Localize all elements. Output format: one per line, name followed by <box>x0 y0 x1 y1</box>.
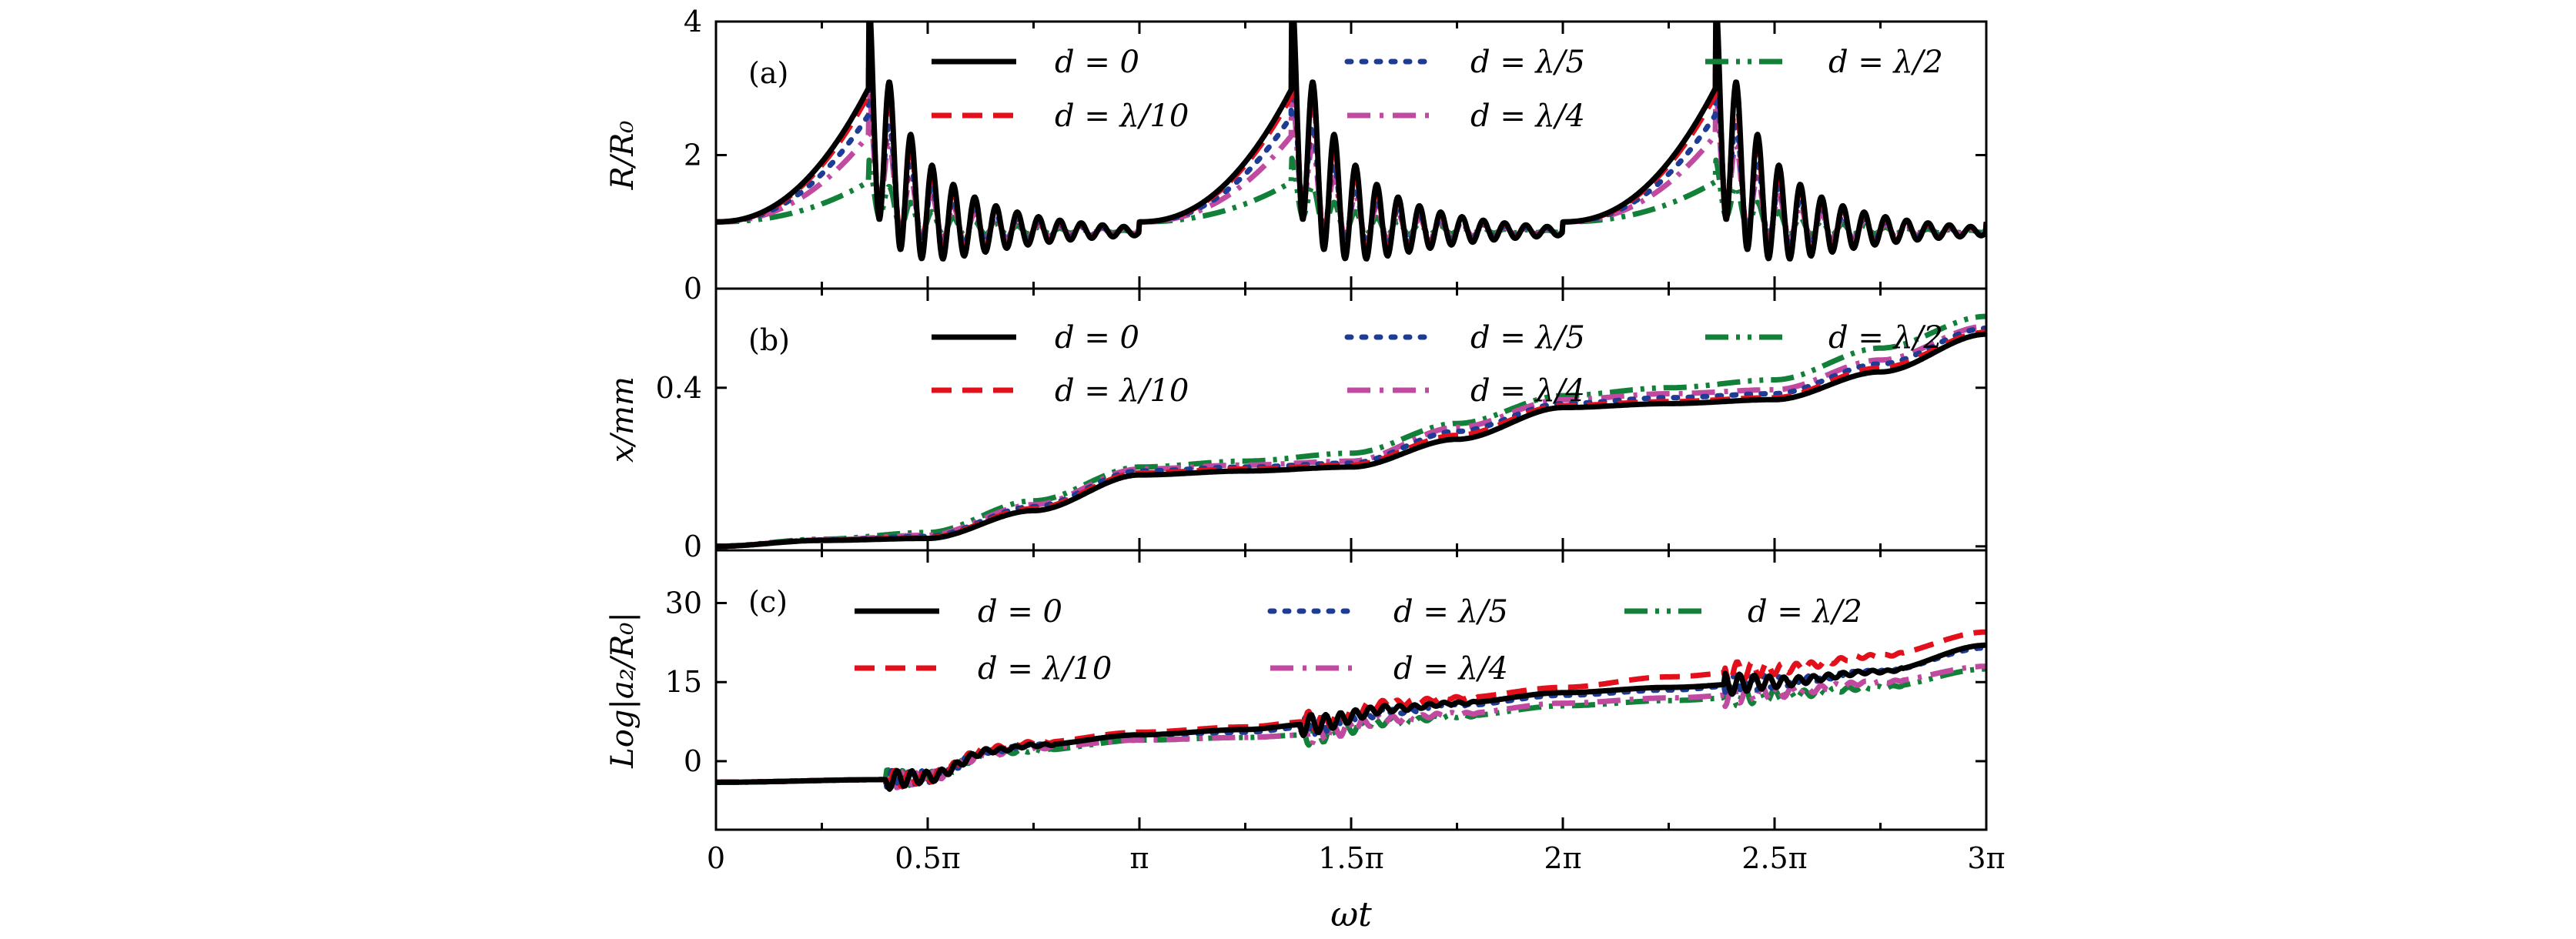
curves-layer <box>716 22 1986 793</box>
legend-label: d = λ/10 <box>1055 373 1189 409</box>
x-tick-label: π <box>1130 841 1149 875</box>
series-line-d-1 <box>716 329 1986 550</box>
legend-label: d = λ/5 <box>1470 45 1585 80</box>
y-tick-label: 2 <box>684 139 702 172</box>
x-tick-label: 1.5π <box>1318 841 1383 875</box>
legend-label: d = λ/5 <box>1393 594 1508 630</box>
y-tick-label: 15 <box>665 665 702 699</box>
y-tick-label: 0 <box>684 272 702 306</box>
legend-label: d = 0 <box>1055 320 1139 356</box>
axes-layer <box>714 20 1988 831</box>
series-line-d-3 <box>716 323 1986 550</box>
series-line-d-1 <box>716 629 1986 793</box>
panel-label: (a) <box>748 56 788 90</box>
legend-label: d = 0 <box>978 594 1062 630</box>
series-line-d-0 <box>716 642 1986 792</box>
y-tick-label: 0.4 <box>656 371 702 405</box>
y-tick-label: 30 <box>665 586 702 620</box>
panel-label: (b) <box>748 323 790 357</box>
legend-label: d = λ/10 <box>978 651 1112 687</box>
legend-label: d = λ/2 <box>1748 594 1862 630</box>
y-tick-label: 0 <box>684 744 702 778</box>
series-line-d-2 <box>716 326 1986 550</box>
x-tick-label: 2.5π <box>1741 841 1807 875</box>
panel-2-curves <box>716 629 1986 793</box>
legend-label: d = λ/5 <box>1470 320 1585 356</box>
series-line-d-4 <box>716 313 1986 550</box>
y-axis-label: R/R₀ <box>605 121 641 191</box>
legend-label: d = λ/4 <box>1470 99 1585 134</box>
x-axis-label: ωt <box>1330 895 1372 934</box>
x-tick-label: 0 <box>707 841 725 875</box>
panel-1-curves <box>716 313 1986 550</box>
y-tick-label: 4 <box>684 5 702 38</box>
y-tick-label: 0 <box>684 530 702 563</box>
panel-label: (c) <box>748 585 788 619</box>
legend-label: d = 0 <box>1055 45 1139 80</box>
legend-label: d = λ/2 <box>1828 45 1943 80</box>
legend-label: d = λ/10 <box>1055 99 1189 134</box>
y-axis-label: x/mm <box>605 376 641 463</box>
panel-0-curves <box>716 22 1986 262</box>
y-axis-label: Log|a₂/R₀| <box>605 612 641 769</box>
text-layer: 0 2 4 R/R₀ (a) d = 0 d = λ/5 d = λ/2 d = λ/10 d =… <box>605 5 2006 934</box>
legend-layer <box>855 58 1790 671</box>
legend-label: d = λ/4 <box>1470 373 1585 409</box>
series-line-d-0 <box>716 331 1986 550</box>
series-line-d-0 <box>716 22 1986 262</box>
legend-label: d = λ/4 <box>1393 651 1508 687</box>
x-tick-label: 3π <box>1967 841 2005 875</box>
x-tick-label: 0.5π <box>895 841 960 875</box>
x-tick-label: 2π <box>1544 841 1581 875</box>
axes-frame <box>714 287 1988 552</box>
legend-label: d = λ/2 <box>1828 320 1943 356</box>
